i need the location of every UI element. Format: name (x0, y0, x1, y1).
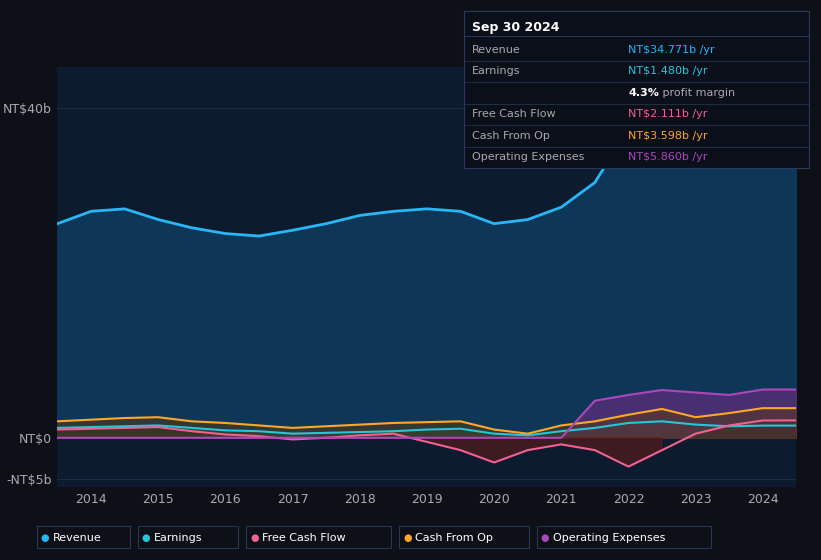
Text: Earnings: Earnings (472, 67, 521, 76)
Text: NT$34.771b /yr: NT$34.771b /yr (628, 45, 715, 55)
Text: ●: ● (403, 533, 411, 543)
Text: Revenue: Revenue (472, 45, 521, 55)
Text: ●: ● (41, 533, 49, 543)
Text: ●: ● (250, 533, 259, 543)
Text: Free Cash Flow: Free Cash Flow (262, 533, 346, 543)
Text: profit margin: profit margin (659, 88, 736, 98)
Text: Earnings: Earnings (154, 533, 202, 543)
Text: Sep 30 2024: Sep 30 2024 (472, 21, 560, 34)
Text: NT$2.111b /yr: NT$2.111b /yr (628, 109, 708, 119)
Text: Free Cash Flow: Free Cash Flow (472, 109, 556, 119)
Text: ●: ● (142, 533, 150, 543)
Text: NT$3.598b /yr: NT$3.598b /yr (628, 131, 708, 141)
Text: Operating Expenses: Operating Expenses (472, 152, 585, 162)
Text: Operating Expenses: Operating Expenses (553, 533, 665, 543)
Text: 4.3%: 4.3% (628, 88, 659, 98)
Text: NT$5.860b /yr: NT$5.860b /yr (628, 152, 708, 162)
Text: ●: ● (541, 533, 549, 543)
Text: Cash From Op: Cash From Op (415, 533, 493, 543)
Text: Revenue: Revenue (53, 533, 101, 543)
Text: NT$1.480b /yr: NT$1.480b /yr (628, 67, 708, 76)
Text: Cash From Op: Cash From Op (472, 131, 550, 141)
